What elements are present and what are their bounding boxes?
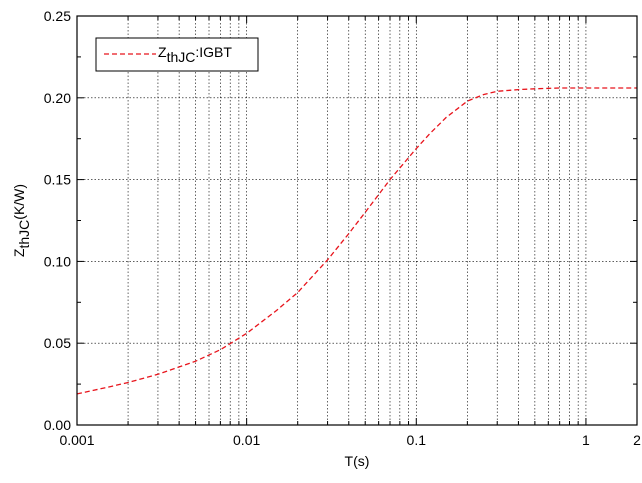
grid	[77, 16, 637, 425]
y-tick-label: 0.10	[44, 253, 71, 269]
x-tick-label: 0.001	[59, 432, 94, 448]
tick-labels: 0.00 0.05 0.10 0.15 0.20 0.25 0.001 0.01 0.1 1 2	[44, 8, 641, 448]
legend-label-main: Z	[158, 44, 167, 60]
x-tick-label: 1	[582, 432, 590, 448]
y-tick-label: 0.00	[44, 417, 71, 433]
legend-label: ZthJC:IGBT	[158, 44, 232, 65]
x-axis-title: T(s)	[345, 453, 370, 469]
series-layer	[76, 87, 637, 395]
y-axis-title: ZthJC(K/W)	[11, 184, 32, 257]
y-axis-title-main: Z	[11, 248, 27, 257]
y-axis-title-unit: (K/W)	[11, 184, 27, 220]
ticks	[77, 15, 637, 426]
series-line	[76, 87, 637, 395]
x-tick-label: 0.1	[407, 432, 427, 448]
x-tick-label: 2	[633, 432, 641, 448]
legend-label-sub: thJC	[167, 49, 196, 65]
y-tick-label: 0.20	[44, 90, 71, 106]
legend-label-rest: :IGBT	[195, 44, 232, 60]
legend: ZthJC:IGBT	[95, 37, 259, 72]
y-tick-label: 0.15	[44, 172, 71, 188]
y-tick-label: 0.25	[44, 8, 71, 24]
y-axis-title-sub: thJC	[16, 220, 32, 249]
x-tick-label: 0.01	[233, 432, 260, 448]
y-tick-label: 0.05	[44, 335, 71, 351]
